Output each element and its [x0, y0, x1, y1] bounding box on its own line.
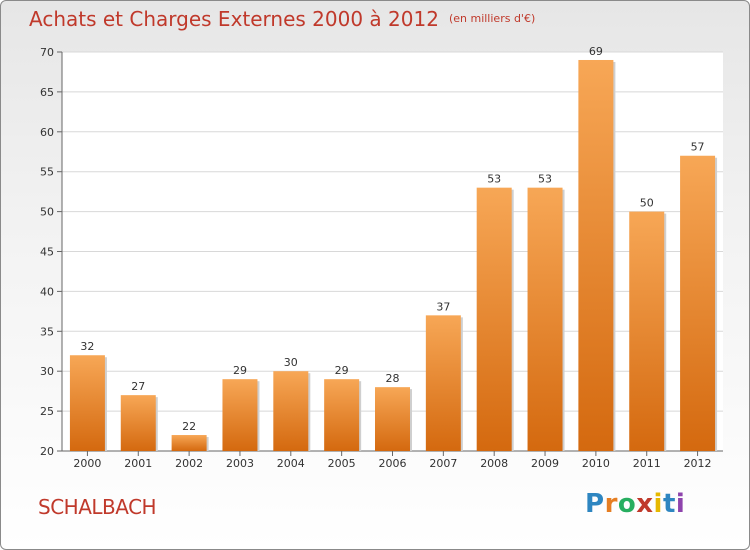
logo-letter: x: [636, 489, 654, 519]
chart-title: Achats et Charges Externes 2000 à 2012: [29, 7, 439, 31]
bar: [69, 355, 105, 451]
y-tick-label: 40: [40, 285, 54, 298]
x-tick-label: 2005: [328, 457, 356, 470]
x-tick-label: 2011: [633, 457, 661, 470]
bar: [680, 155, 716, 452]
bar: [476, 187, 512, 451]
bar: [578, 59, 614, 451]
chart-title-block: Achats et Charges Externes 2000 à 2012 (e…: [29, 7, 535, 31]
logo-letter: i: [653, 489, 663, 519]
y-tick-label: 65: [40, 86, 54, 99]
bar: [222, 379, 258, 451]
x-tick-label: 2000: [73, 457, 101, 470]
bar: [527, 187, 563, 451]
bar-value-label: 22: [182, 420, 196, 433]
bar: [273, 371, 309, 451]
y-tick-label: 55: [40, 166, 54, 179]
y-tick-label: 25: [40, 405, 54, 418]
y-tick-label: 35: [40, 325, 54, 338]
chart-subtitle: (en milliers d'€): [448, 12, 536, 25]
logo-letter: o: [617, 489, 637, 519]
logo-letter: P: [585, 489, 605, 519]
x-tick-label: 2009: [531, 457, 559, 470]
x-tick-label: 2007: [429, 457, 457, 470]
bar-value-label: 53: [487, 173, 501, 186]
bar: [629, 211, 665, 451]
bar-value-label: 27: [131, 380, 145, 393]
x-tick-label: 2004: [277, 457, 305, 470]
logo-letter: t: [662, 489, 676, 519]
y-tick-label: 20: [40, 445, 54, 458]
bar: [324, 379, 360, 451]
bar-value-label: 30: [284, 356, 298, 369]
y-tick-label: 70: [40, 46, 54, 59]
bar-value-label: 50: [640, 197, 654, 210]
x-tick-label: 2001: [124, 457, 152, 470]
bar-value-label: 53: [538, 173, 552, 186]
commune-name: SCHALBACH: [38, 495, 157, 519]
bar: [425, 315, 461, 451]
x-tick-label: 2003: [226, 457, 254, 470]
bars-layer: 32 27 22 29 30 29 28 37 53 53 69 50 57: [69, 45, 718, 452]
x-tick-label: 2006: [379, 457, 407, 470]
y-tick-label: 60: [40, 126, 54, 139]
logo-letter: i: [675, 489, 686, 519]
x-tick-label: 2002: [175, 457, 203, 470]
x-tick-label: 2008: [480, 457, 508, 470]
x-tick-label: 2012: [684, 457, 712, 470]
bar-value-label: 37: [436, 300, 450, 313]
bar: [171, 435, 207, 451]
bar: [375, 387, 410, 451]
bar-value-label: 28: [386, 372, 400, 385]
bar: [120, 395, 156, 451]
bar-value-label: 69: [589, 45, 603, 58]
x-tick-label: 2010: [582, 457, 610, 470]
bar-value-label: 29: [233, 364, 247, 377]
bar-value-label: 29: [335, 364, 349, 377]
bar-value-label: 32: [80, 340, 94, 353]
logo-letter: r: [604, 489, 618, 519]
proxiti-logo: Proxiti: [585, 489, 685, 519]
y-tick-label: 30: [40, 365, 54, 378]
y-tick-label: 50: [40, 206, 54, 219]
bar-value-label: 57: [691, 141, 705, 154]
y-tick-label: 45: [40, 246, 54, 259]
